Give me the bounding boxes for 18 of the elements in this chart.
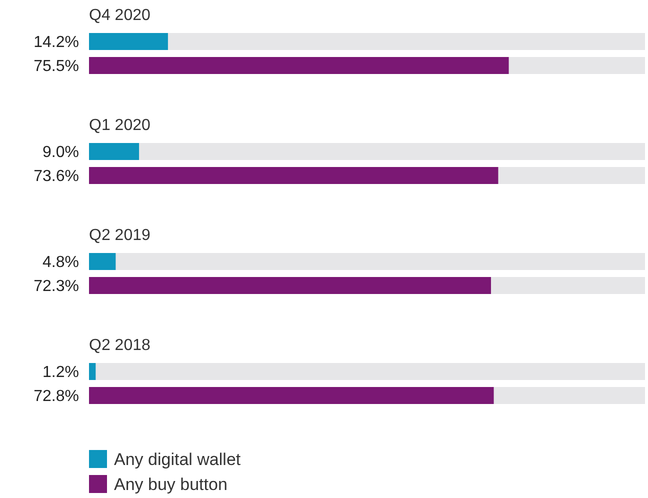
data-label: 72.3% (34, 278, 79, 296)
y-tick-label: Q2 2018 (89, 337, 150, 354)
y-tick-label: Q1 2020 (89, 117, 150, 134)
data-label: 75.5% (34, 58, 79, 76)
y-tick-label: Q4 2020 (89, 7, 150, 24)
data-label: 1.2% (42, 364, 79, 382)
legend-label: Any digital wallet (114, 450, 241, 469)
data-label: 73.6% (34, 168, 79, 186)
y-tick-label: Q2 2019 (89, 227, 150, 244)
data-label: 14.2% (34, 34, 79, 52)
bar (89, 143, 140, 160)
bar (89, 253, 116, 270)
legend-label: Any buy button (114, 474, 228, 494)
bar (89, 363, 96, 380)
data-label: 4.8% (42, 254, 79, 272)
data-label: 72.8% (34, 388, 79, 406)
data-label: 9.0% (42, 144, 79, 162)
bar (89, 33, 168, 50)
